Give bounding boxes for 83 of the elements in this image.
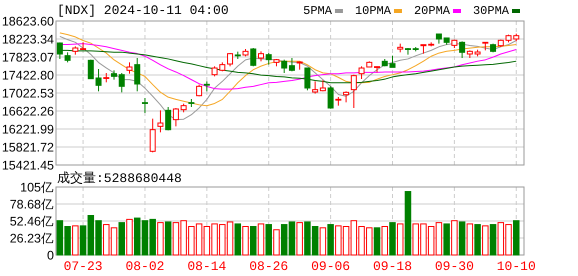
- bar: [404, 191, 412, 256]
- bar: [273, 229, 280, 256]
- candlestick: [64, 52, 71, 63]
- y-tick-label: 78.68亿: [10, 198, 54, 212]
- candlestick: [459, 40, 466, 58]
- candlestick: [304, 68, 310, 91]
- candlestick: [150, 118, 156, 153]
- y-tick-label: 17422.80: [2, 68, 54, 82]
- y-tick-label: 16622.26: [2, 104, 54, 118]
- chart-title: 成交量:5288680448: [57, 170, 182, 186]
- candlestick: [165, 106, 172, 131]
- y-tick-label: 105亿: [20, 180, 54, 194]
- candlestick: [250, 48, 256, 67]
- candlestick: [103, 72, 110, 83]
- x-tick-label: 08-02: [125, 259, 164, 274]
- bar: [443, 223, 450, 256]
- bar: [242, 226, 249, 256]
- legend-label: 30PMA: [472, 4, 510, 18]
- y-tick-label: 15421.45: [2, 158, 54, 172]
- candlestick: [118, 72, 125, 93]
- legend-label: 10PMA: [354, 4, 392, 18]
- legend-label: 5PMA: [303, 4, 333, 18]
- bar: [164, 221, 172, 256]
- y-tick-label: 52.46亿: [10, 214, 54, 229]
- candlestick: [196, 84, 202, 97]
- candlestick: [157, 110, 164, 133]
- candlestick: [111, 70, 118, 80]
- bar: [482, 225, 489, 256]
- bar: [118, 222, 125, 256]
- x-tick-label: 08-14: [187, 259, 227, 274]
- y-tick-label: 0: [47, 248, 54, 262]
- y-tick-label: 18223.34: [2, 32, 54, 46]
- y-tick-label: 17823.07: [2, 50, 54, 64]
- candlestick: [281, 59, 288, 74]
- x-tick-label: 09-06: [311, 259, 350, 274]
- bar: [513, 220, 520, 256]
- bar: [234, 223, 242, 256]
- candlestick: [266, 52, 272, 66]
- y-tick-label: 26.23亿: [10, 232, 54, 246]
- bar: [389, 222, 396, 256]
- bar: [474, 224, 481, 256]
- bar: [490, 224, 496, 256]
- candlestick: [343, 90, 350, 103]
- line-series: [59, 32, 517, 106]
- candlestick: [258, 50, 264, 62]
- bar: [327, 224, 334, 256]
- bar: [296, 222, 303, 256]
- candlestick: [358, 66, 365, 80]
- candlestick: [328, 86, 334, 110]
- legend-label: 20PMA: [414, 4, 451, 18]
- y-tick-label: 16221.99: [2, 122, 54, 136]
- bar: [72, 225, 79, 256]
- x-tick-label: 07-23: [64, 259, 103, 274]
- candlestick: [312, 80, 318, 94]
- chart-title: [NDX] 2024-10-11 04:00: [57, 3, 229, 18]
- y-tick-label: 18623.60: [2, 14, 54, 28]
- bar: [265, 224, 272, 256]
- candlestick: [350, 74, 357, 108]
- candlestick: [288, 57, 295, 72]
- candlestick: [142, 98, 148, 114]
- candlestick: [134, 57, 140, 92]
- bar: [258, 223, 264, 256]
- bar: [458, 221, 466, 256]
- y-tick-label: 17022.53: [2, 86, 54, 100]
- bar: [374, 227, 380, 256]
- bar: [466, 223, 474, 256]
- y-tick-label: 15821.72: [2, 140, 54, 154]
- x-tick-label: 08-26: [249, 259, 288, 274]
- candlestick: [320, 80, 326, 92]
- bar: [157, 222, 164, 256]
- candlestick: [56, 42, 63, 60]
- x-tick-label: 09-30: [434, 259, 474, 274]
- bar: [250, 226, 257, 256]
- bar: [396, 223, 404, 256]
- bar: [382, 226, 388, 256]
- bar: [451, 220, 458, 256]
- candlestick: [204, 80, 210, 92]
- candlestick: [126, 62, 132, 74]
- x-tick-label: 09-18: [372, 259, 412, 274]
- candlestick: [212, 66, 218, 77]
- bar: [126, 218, 133, 256]
- bar: [320, 227, 326, 256]
- x-tick-label: 10-10: [496, 259, 536, 274]
